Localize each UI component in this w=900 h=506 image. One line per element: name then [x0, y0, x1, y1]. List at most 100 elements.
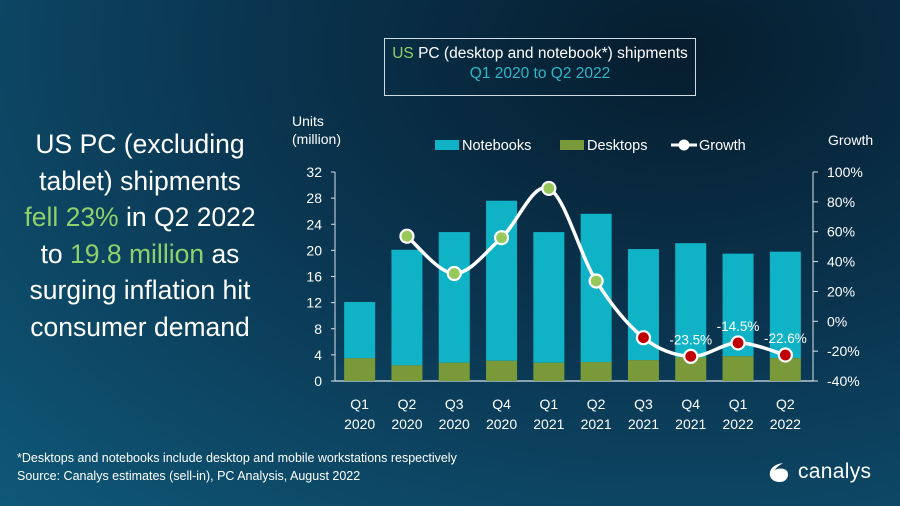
y-tick-label: 12 [306, 295, 322, 311]
x-tick-label-year: 2021 [675, 416, 706, 432]
desktops-bar [627, 360, 659, 381]
canalys-logo-icon [769, 463, 788, 482]
legend: Notebooks Desktops Growth [435, 138, 746, 154]
growth-line-series [399, 180, 793, 364]
x-axis-labels: Q1 2020 Q2 2020 Q3 2020 Q4 2020 Q1 2021 Q2 2021 Q3 20… [344, 396, 801, 432]
y2-tick-label: 20% [827, 283, 855, 299]
x-tick-label-quarter: Q2 [776, 396, 795, 412]
x-tick-label-quarter: Q4 [492, 396, 511, 412]
growth-marker [446, 265, 462, 282]
notebooks-bar [391, 249, 423, 366]
growth-data-label: -14.5% [717, 319, 760, 334]
desktops-bar [580, 362, 612, 381]
y-tick-label: 24 [306, 216, 322, 232]
legend-label-growth: Growth [699, 138, 746, 154]
headline-line-4-pre: to [40, 238, 71, 269]
headline: US PC (excluding tablet) shipments fell … [14, 126, 266, 345]
growth-marker [730, 335, 746, 351]
y-tick-label: 20 [306, 242, 322, 258]
headline-line-4-rest: as [204, 238, 240, 269]
desktops-bar [486, 360, 518, 381]
growth-marker [588, 273, 604, 289]
x-tick-label-quarter: Q2 [587, 396, 606, 412]
notebooks-bar [344, 301, 376, 359]
x-tick-label-year: 2021 [533, 416, 564, 432]
data-labels: -23.5% -14.5% -22.6% [669, 319, 806, 347]
headline-line-5: surging inflation hit [29, 275, 251, 305]
y-tick-label: 32 [306, 164, 322, 180]
x-tick-label-year: 2020 [439, 416, 470, 432]
x-tick-label-year: 2020 [344, 416, 375, 432]
x-tick-label-quarter: Q1 [350, 396, 369, 412]
growth-marker [493, 230, 510, 246]
growth-marker [635, 330, 652, 346]
y-axis-label-line-1: Units [292, 113, 324, 129]
growth-marker [683, 348, 699, 364]
headline-line-2: tablet) shipments [39, 165, 241, 196]
legend-label-notebooks: Notebooks [462, 138, 531, 154]
headline-line-1: US PC (excluding [35, 129, 245, 159]
x-tick-label-year: 2020 [486, 416, 517, 432]
growth-marker [399, 228, 415, 244]
headline-highlight-fell: fell 23% [24, 202, 119, 232]
notebooks-bar [438, 232, 470, 363]
x-tick-label-quarter: Q3 [445, 396, 464, 412]
headline-line-3: fell 23% in Q2 2022 [14, 199, 266, 236]
y2-tick-label: 80% [827, 194, 855, 210]
legend-swatch-desktops [560, 140, 584, 150]
x-tick-label-year: 2022 [722, 416, 753, 432]
growth-marker [541, 180, 557, 197]
headline-line-3-rest: in Q2 2022 [118, 202, 256, 232]
y-tick-label: 28 [306, 190, 322, 206]
desktops-bar [533, 362, 565, 381]
footnote: *Desktops and notebooks include desktop … [17, 449, 457, 485]
x-tick-label-quarter: Q2 [398, 396, 417, 412]
legend-swatch-notebooks [435, 140, 459, 150]
notebooks-bar [675, 243, 707, 358]
x-tick-label-year: 2020 [391, 416, 422, 432]
growth-data-label: -22.6% [764, 331, 807, 346]
headline-highlight-units: 19.8 million [70, 238, 205, 269]
y-axis-right: -40% -20% 0% 20% 40% 60% 80% 100% [812, 164, 863, 389]
y2-tick-label: -20% [827, 343, 860, 359]
notebooks-bar [533, 232, 565, 363]
chart-title-prefix: US [392, 45, 414, 62]
headline-line-6: consumer demand [30, 311, 250, 342]
canalys-logo: canalys [768, 460, 871, 484]
x-tick-label-quarter: Q1 [540, 396, 559, 412]
growth-line [405, 185, 786, 359]
growth-data-label: -23.5% [669, 332, 712, 347]
footnote-line-1: *Desktops and notebooks include desktop … [17, 451, 457, 465]
y-tick-label: 8 [314, 321, 322, 337]
y2-axis-label: Growth [828, 132, 873, 148]
y2-tick-label: -40% [827, 373, 860, 389]
y-axis-label-line-2: (million) [292, 131, 341, 147]
desktops-bar [391, 365, 423, 381]
x-tick-label-year: 2021 [581, 416, 612, 432]
source-line: Source: Canalys estimates (sell-in), PC … [17, 469, 361, 483]
notebooks-bar [769, 251, 801, 359]
y2-tick-label: 100% [827, 164, 863, 180]
growth-marker [777, 347, 793, 363]
y-tick-label: 0 [314, 373, 322, 389]
chart-title-box: US PC (desktop and notebook*) shipments … [384, 38, 696, 96]
x-tick-label-quarter: Q4 [681, 396, 700, 412]
legend-label-desktops: Desktops [587, 138, 647, 154]
y2-tick-label: 0% [827, 313, 847, 329]
x-tick-label-quarter: Q1 [729, 396, 748, 412]
headline-line-4: to 19.8 million as [14, 236, 266, 273]
y2-tick-label: 60% [827, 224, 855, 240]
desktops-bar [675, 357, 707, 381]
y-tick-label: 16 [306, 269, 322, 285]
chart-title-rest: PC (desktop and notebook*) shipments [413, 45, 688, 62]
x-tick-label-quarter: Q3 [634, 396, 653, 412]
canalys-logo-text: canalys [798, 460, 872, 483]
chart-title: US PC (desktop and notebook*) shipments [385, 45, 695, 63]
chart-subtitle: Q1 2020 to Q2 2022 [469, 65, 611, 82]
desktops-bar [438, 362, 470, 381]
y-tick-label: 4 [314, 347, 322, 363]
desktops-bar [344, 358, 376, 381]
y2-tick-label: 40% [827, 254, 855, 270]
legend-marker-growth [678, 139, 690, 151]
